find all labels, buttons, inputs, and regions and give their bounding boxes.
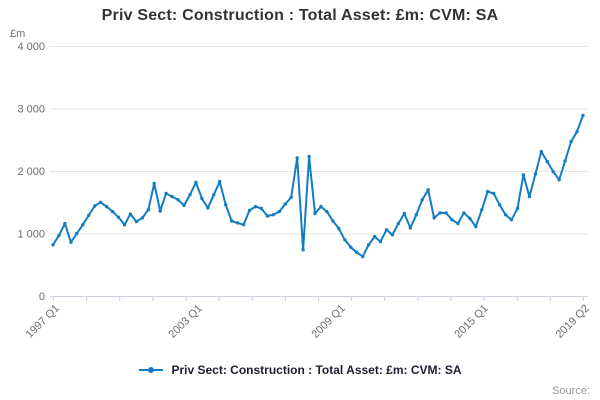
legend-item[interactable]: Priv Sect: Construction : Total Asset: £… [0,363,600,377]
svg-text:3 000: 3 000 [17,104,45,116]
y-axis-unit-label: £m [10,28,26,40]
legend-series-label: Priv Sect: Construction : Total Asset: £… [171,363,462,377]
svg-text:1997 Q1: 1997 Q1 [24,302,62,340]
chart-title: Priv Sect: Construction : Total Asset: £… [101,7,499,24]
legend-line-marker-icon [139,367,164,373]
svg-text:2015 Q1: 2015 Q1 [452,302,490,340]
svg-text:0: 0 [39,291,45,303]
svg-text:4 000: 4 000 [17,41,45,53]
svg-text:2 000: 2 000 [17,166,45,178]
svg-text:2003 Q1: 2003 Q1 [167,302,205,340]
source-label: Source: [552,385,590,397]
svg-text:2019 Q2: 2019 Q2 [554,302,592,340]
svg-text:2009 Q1: 2009 Q1 [309,302,347,340]
svg-text:1 000: 1 000 [17,229,45,241]
